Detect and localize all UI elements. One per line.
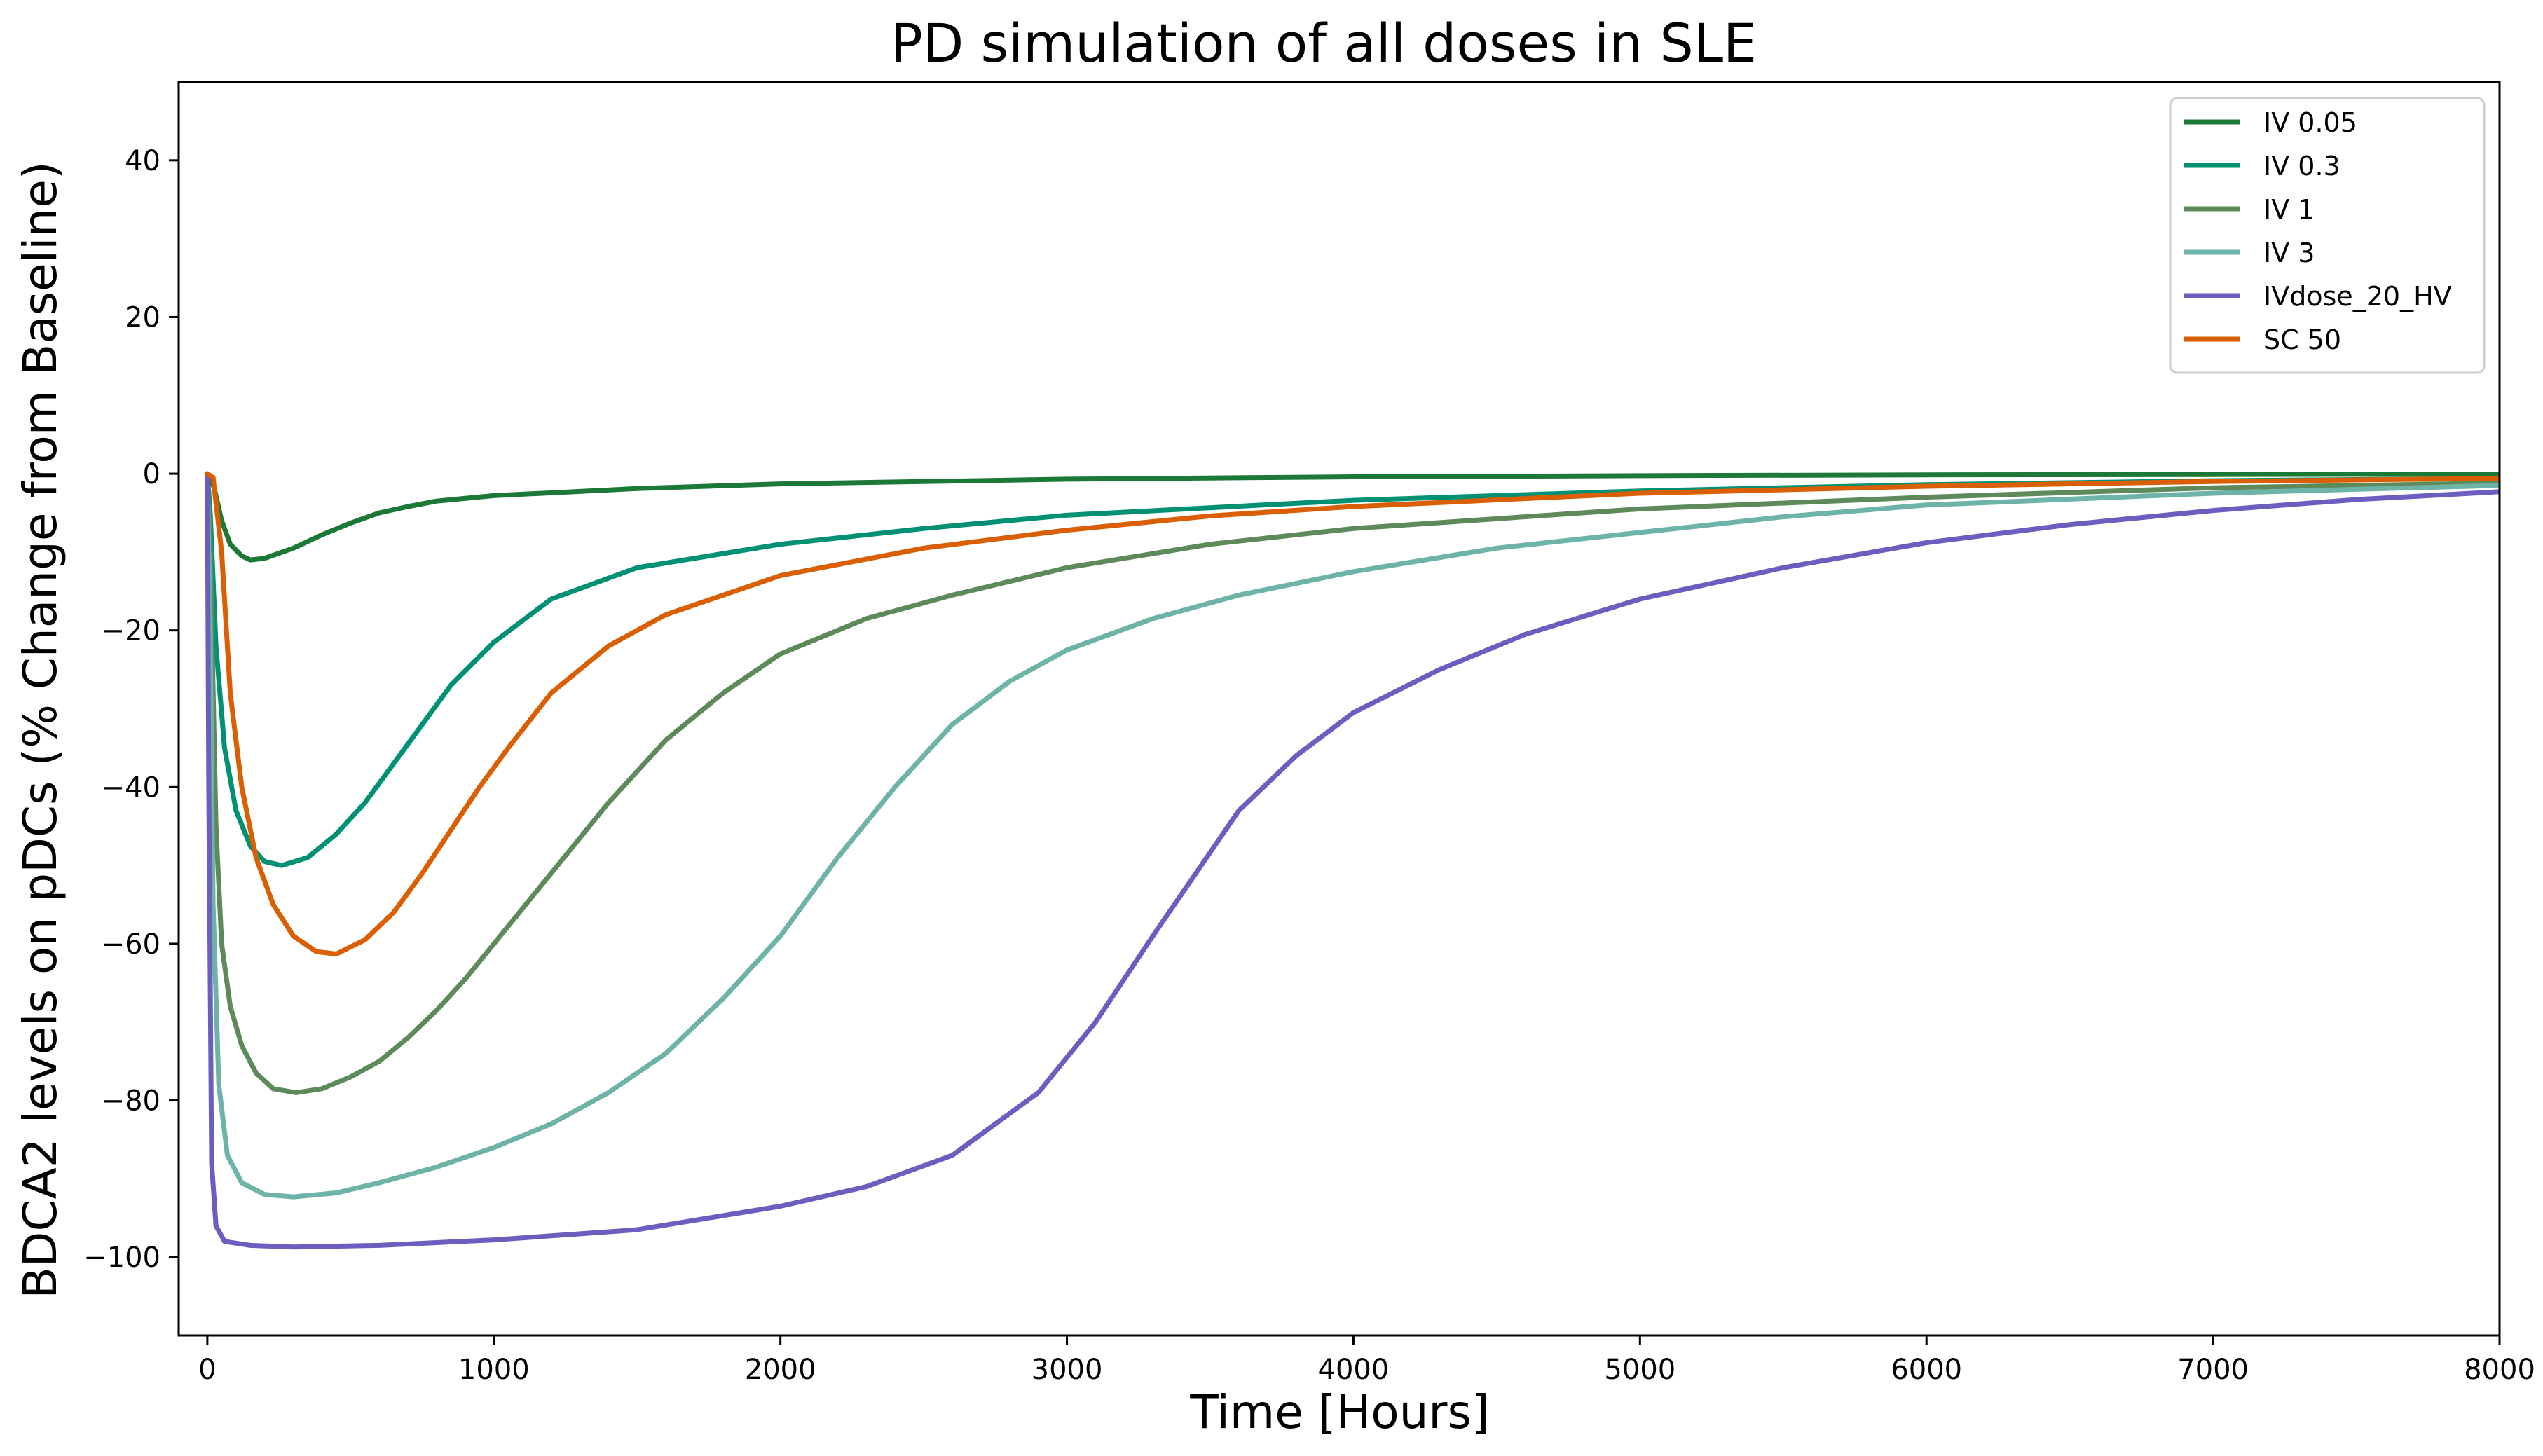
legend-entries: IV 0.05 IV 0.3 IV 1 IV 3 IVdose_20_HV SC 50 bbox=[2184, 107, 2452, 355]
x-tick-label-4: 4000 bbox=[1318, 1354, 1390, 1386]
legend-label-5: SC 50 bbox=[2263, 324, 2341, 355]
y-tick-label-4: −20 bbox=[102, 615, 160, 647]
x-tick-label-1: 1000 bbox=[458, 1354, 530, 1386]
y-tick-label-3: −40 bbox=[102, 771, 160, 804]
chart-title: PD simulation of all doses in SLE bbox=[891, 12, 1757, 74]
y-axis-label: BDCA2 levels on pDCs (% Change from Base… bbox=[13, 161, 67, 1298]
legend: IV 0.05 IV 0.3 IV 1 IV 3 IVdose_20_HV SC 50 bbox=[2169, 97, 2486, 374]
y-tick-label-7: 40 bbox=[125, 145, 160, 177]
x-tick-label-5: 5000 bbox=[1604, 1354, 1675, 1386]
legend-label-1: IV 0.3 bbox=[2263, 151, 2340, 181]
x-tick-label-2: 2000 bbox=[745, 1354, 816, 1386]
legend-label-4: IVdose_20_HV bbox=[2263, 281, 2452, 312]
series-line-2 bbox=[205, 471, 2500, 1095]
legend-label-3: IV 3 bbox=[2263, 238, 2315, 268]
legend-label-2: IV 1 bbox=[2263, 194, 2315, 225]
x-tick-label-8: 8000 bbox=[2464, 1354, 2535, 1386]
series-layer bbox=[205, 471, 2500, 1250]
y-tick-label-6: 20 bbox=[125, 301, 160, 334]
series-line-1 bbox=[205, 471, 2500, 868]
series-line-3 bbox=[205, 471, 2500, 1200]
legend-label-0: IV 0.05 bbox=[2263, 107, 2357, 138]
x-tick-label-6: 6000 bbox=[1891, 1354, 1962, 1386]
series-line-5 bbox=[205, 471, 2500, 956]
series-line-0 bbox=[205, 471, 2500, 563]
x-tick-label-7: 7000 bbox=[2177, 1354, 2249, 1386]
x-axis-ticks: 0 1000 2000 3000 4000 5000 6000 7000 8000 bbox=[198, 1335, 2535, 1386]
y-tick-label-2: −60 bbox=[102, 928, 160, 961]
x-tick-label-0: 0 bbox=[198, 1354, 216, 1386]
y-tick-label-5: 0 bbox=[143, 458, 160, 490]
y-tick-label-0: −100 bbox=[83, 1242, 160, 1274]
plot-area-frame bbox=[177, 81, 2501, 1337]
y-axis-ticks: −100 −80 −60 −40 −20 0 20 40 bbox=[83, 145, 179, 1274]
x-axis-label: Time [Hours] bbox=[1189, 1385, 1489, 1439]
x-tick-label-3: 3000 bbox=[1031, 1354, 1103, 1386]
legend-box bbox=[2169, 97, 2486, 374]
y-tick-label-1: −80 bbox=[102, 1085, 160, 1118]
series-line-4 bbox=[205, 471, 2500, 1250]
